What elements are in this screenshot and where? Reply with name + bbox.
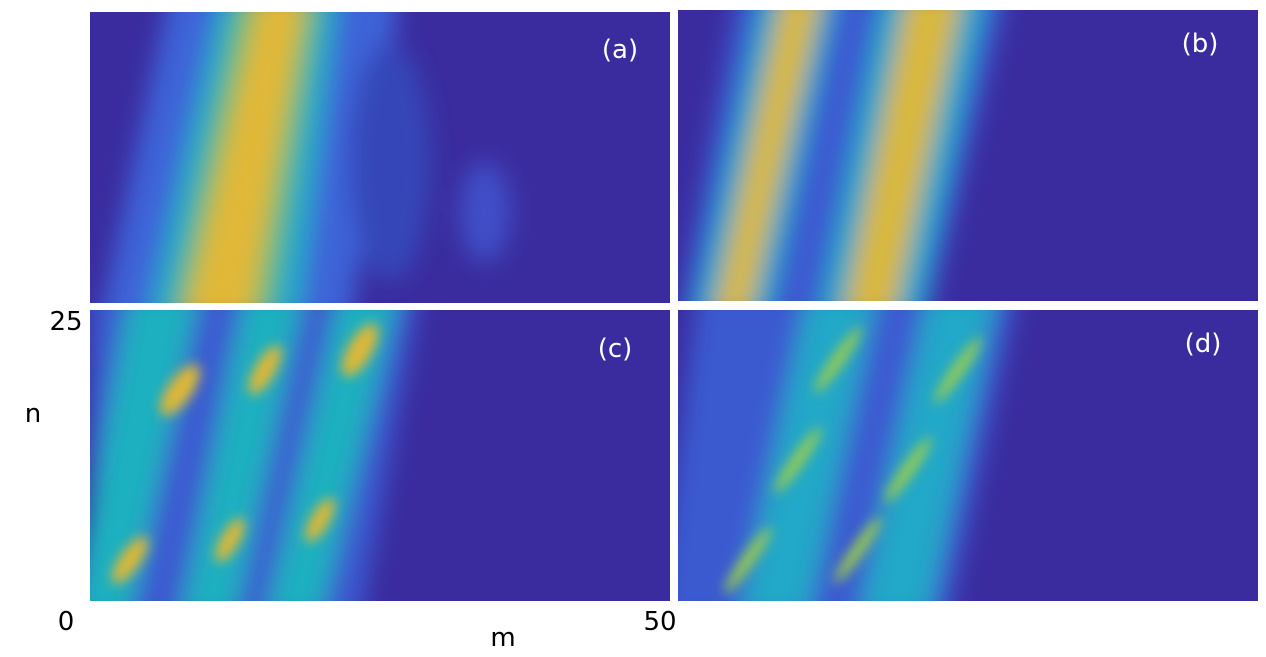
panel-label: (a) <box>602 35 638 65</box>
panel-label: (d) <box>1185 329 1222 359</box>
y-axis-label: n <box>25 399 41 429</box>
panel-label: (c) <box>598 334 633 364</box>
panel-label: (b) <box>1182 29 1219 59</box>
heatmap-panel <box>678 10 1258 301</box>
y-tick-label: 25 <box>49 307 82 337</box>
x-tick-label: 0 <box>58 607 75 637</box>
heatmap-panel <box>678 310 1258 601</box>
x-tick-label: 50 <box>643 607 676 637</box>
heatmap-panel <box>90 12 670 303</box>
heatmap-panel <box>90 310 670 601</box>
x-axis-label: m <box>490 623 515 653</box>
